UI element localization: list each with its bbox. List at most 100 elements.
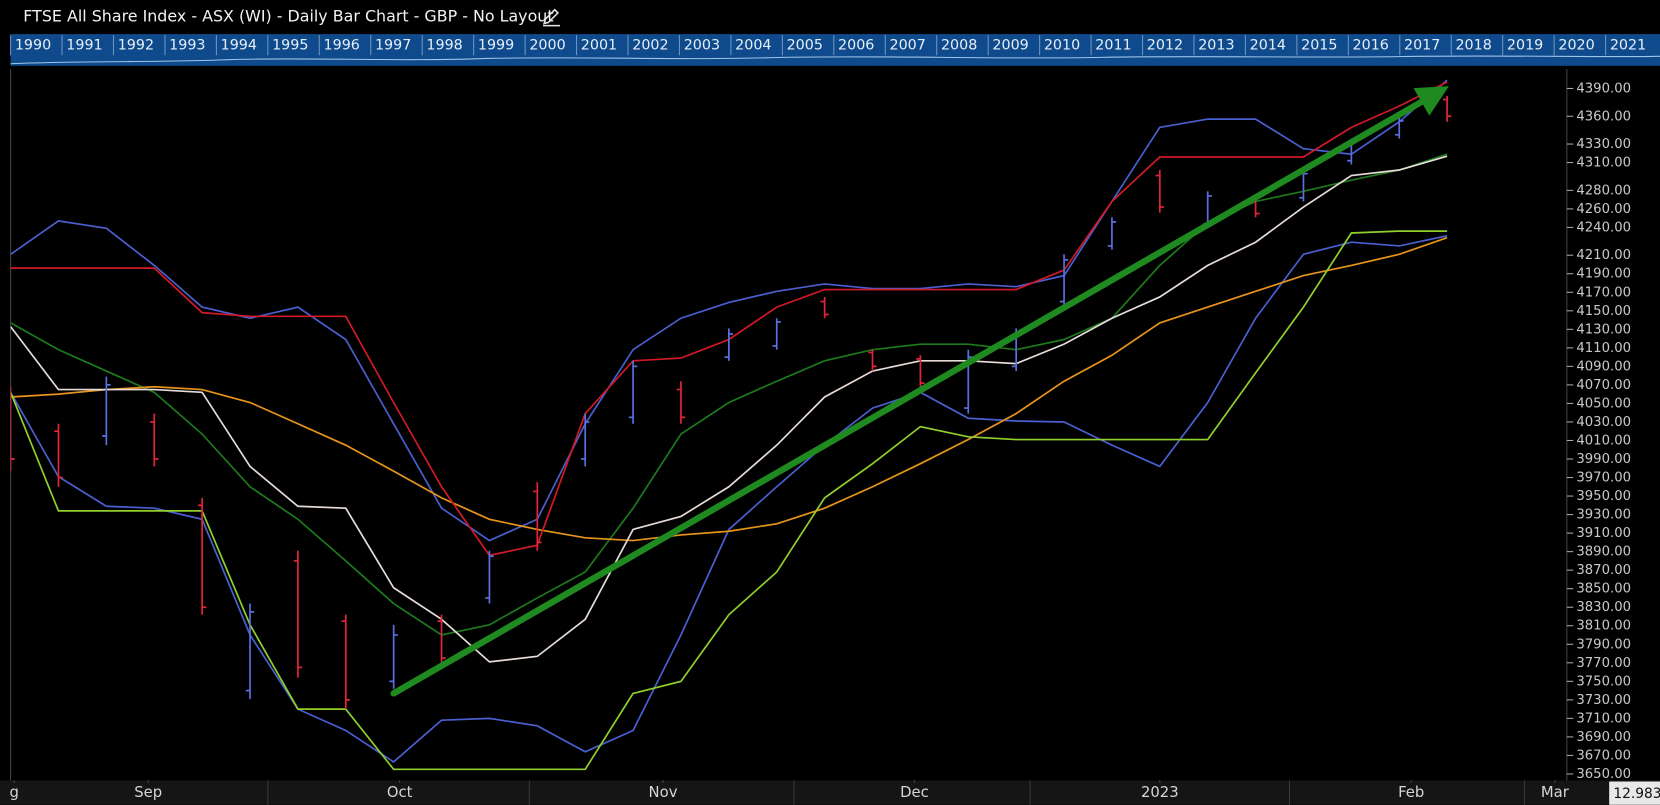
navigator-year[interactable]: 2000 <box>529 38 565 54</box>
navigator-year[interactable]: 1990 <box>15 38 51 54</box>
plot-content <box>10 79 1452 771</box>
navigator-year[interactable]: 2018 <box>1455 38 1491 54</box>
x-axis-separators <box>267 780 1526 805</box>
price-bar <box>1107 217 1117 250</box>
navigator-year[interactable]: 2012 <box>1147 38 1183 54</box>
y-tick-label: 4050.00 <box>1576 396 1631 411</box>
y-tick-label: 4070.00 <box>1576 378 1631 393</box>
price-bar <box>389 624 398 689</box>
navigator-year[interactable]: 2015 <box>1301 38 1337 54</box>
trend-line[interactable] <box>390 86 1449 697</box>
y-tick-label: 4390.00 <box>1576 81 1631 96</box>
y-tick-label: 4260.00 <box>1576 202 1631 217</box>
y-tick-label: 4330.00 <box>1576 137 1631 152</box>
y-tick-label: 3810.00 <box>1576 619 1631 634</box>
navigator-year[interactable]: 1998 <box>426 38 462 54</box>
price-bar <box>437 614 446 668</box>
price-bar <box>10 386 15 472</box>
navigator-year[interactable]: 2021 <box>1610 38 1646 54</box>
price-bar <box>868 349 877 372</box>
indicator-line <box>10 236 1448 542</box>
y-tick-label: 4190.00 <box>1576 267 1631 282</box>
price-bar <box>580 413 590 467</box>
navigator-year[interactable]: 2016 <box>1353 38 1389 54</box>
price-bar <box>1395 117 1404 139</box>
x-tick-label: Mar <box>1541 784 1570 801</box>
y-tick-label: 3730.00 <box>1576 693 1631 708</box>
navigator-year[interactable]: 2009 <box>992 38 1028 54</box>
y-tick-label: 3870.00 <box>1576 563 1631 578</box>
navigator-year[interactable]: 1997 <box>375 38 411 54</box>
price-bar <box>820 296 829 319</box>
navigator-year[interactable]: 2010 <box>1044 38 1080 54</box>
navigator-year[interactable]: 1996 <box>324 38 360 54</box>
y-tick-label: 3930.00 <box>1576 508 1631 523</box>
navigator-year[interactable]: 2007 <box>889 38 925 54</box>
y-tick-label: 4030.00 <box>1576 415 1631 430</box>
navigator-year[interactable]: 2003 <box>684 38 720 54</box>
price-bar <box>1299 169 1308 202</box>
y-tick-label: 4010.00 <box>1576 433 1631 448</box>
y-tick-label: 3670.00 <box>1576 748 1631 763</box>
price-bar <box>628 360 638 424</box>
price-bar <box>533 482 542 551</box>
navigator-year[interactable]: 1994 <box>221 38 257 54</box>
navigator-year[interactable]: 2020 <box>1558 38 1594 54</box>
y-tick-label: 4170.00 <box>1576 285 1631 300</box>
price-bar <box>724 328 734 361</box>
navigator-year[interactable]: 1999 <box>478 38 514 54</box>
navigator-year[interactable]: 1992 <box>118 38 154 54</box>
y-tick-label: 4110.00 <box>1576 341 1631 356</box>
plot-area <box>10 69 1567 781</box>
y-tick-label: 3830.00 <box>1576 600 1631 615</box>
navigator-year[interactable]: 2006 <box>838 38 874 54</box>
price-bar <box>293 550 303 678</box>
y-tick-label: 3850.00 <box>1576 582 1631 597</box>
navigator-year[interactable]: 2019 <box>1507 38 1543 54</box>
chart-title: FTSE All Share Index - ASX (WI) - Daily … <box>23 7 553 26</box>
y-tick-label: 4130.00 <box>1576 322 1631 337</box>
x-tick-label: g <box>9 784 18 801</box>
navigator-year[interactable]: 2017 <box>1404 38 1440 54</box>
y-tick-label: 3690.00 <box>1576 730 1631 745</box>
navigator-year[interactable]: 1995 <box>272 38 308 54</box>
price-bar <box>54 423 63 487</box>
edit-title-icon[interactable] <box>543 8 561 27</box>
y-tick-label: 3770.00 <box>1576 656 1631 671</box>
navigator-year[interactable]: 2005 <box>787 38 823 54</box>
indicator-line <box>10 79 1448 542</box>
navigator-year[interactable]: 1991 <box>66 38 102 54</box>
navigator-year[interactable]: 2001 <box>581 38 617 54</box>
y-tick-label: 3950.00 <box>1576 489 1631 504</box>
y-tick-label: 4280.00 <box>1576 183 1631 198</box>
price-bar <box>341 614 351 710</box>
x-tick-label: 2023 <box>1141 784 1179 801</box>
x-tick-label: Nov <box>649 784 678 801</box>
y-tick-label: 4310.00 <box>1576 156 1631 171</box>
navigator-year[interactable]: 2014 <box>1250 38 1286 54</box>
y-tick-label: 3970.00 <box>1576 471 1631 486</box>
pencil-icon[interactable] <box>543 8 561 27</box>
navigator-year[interactable]: 2011 <box>1095 38 1131 54</box>
navigator-year[interactable]: 2008 <box>941 38 977 54</box>
y-tick-label: 4150.00 <box>1576 304 1631 319</box>
y-tick-label: 3710.00 <box>1576 711 1631 726</box>
price-bar <box>1059 254 1069 308</box>
y-tick-label: 4360.00 <box>1576 109 1631 124</box>
navigator-strip[interactable] <box>10 34 1660 66</box>
y-tick-label: 3990.00 <box>1576 452 1631 467</box>
y-tick-label: 3890.00 <box>1576 545 1631 560</box>
navigator-year[interactable]: 2002 <box>632 38 668 54</box>
price-bar <box>197 497 207 615</box>
price-bar <box>772 318 781 350</box>
navigator-year[interactable]: 1993 <box>169 38 205 54</box>
navigator-sparkline <box>10 55 1660 65</box>
price-bar <box>150 413 159 467</box>
navigator-year[interactable]: 2004 <box>735 38 771 54</box>
cursor-value: 12.983 <box>1613 786 1660 802</box>
navigator-year[interactable]: 2013 <box>1198 38 1234 54</box>
price-bar <box>485 550 494 604</box>
y-tick-label: 4210.00 <box>1576 248 1631 263</box>
timeline-navigator[interactable]: 1990 1991 1992 1993 1994 1995 1996 1997 1998 1999… <box>10 34 1660 66</box>
